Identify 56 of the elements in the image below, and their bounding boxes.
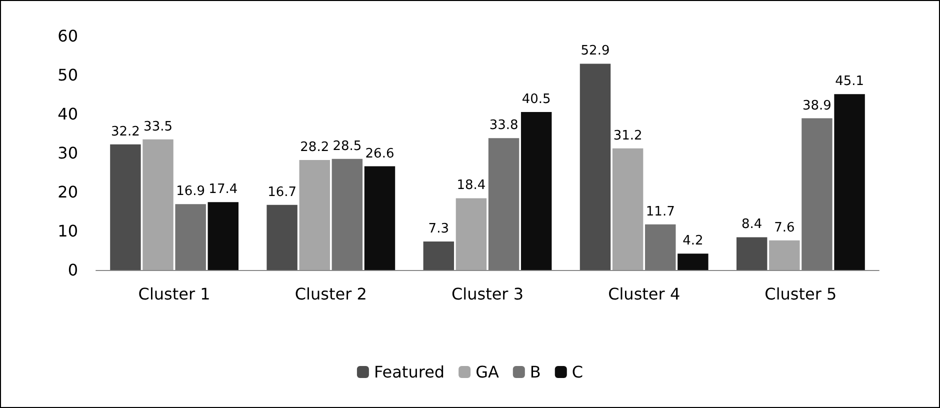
data-label: 32.2 (110, 124, 140, 140)
data-label: 4.2 (682, 234, 704, 249)
bar (678, 254, 708, 270)
data-label: 52.9 (580, 44, 610, 59)
data-label: 7.6 (774, 220, 795, 236)
data-label: 8.4 (742, 217, 762, 232)
bar (736, 237, 768, 270)
bar (423, 242, 454, 270)
bar (175, 204, 206, 270)
legend-label: B (530, 362, 541, 382)
y-tick-label: 50 (58, 66, 78, 84)
bar (520, 112, 552, 270)
y-tick-label: 10 (58, 222, 78, 240)
data-label: 11.7 (646, 204, 675, 220)
bar (364, 166, 396, 270)
x-tick-label: Cluster 4 (608, 284, 680, 304)
bar (299, 160, 330, 270)
data-label: 40.5 (522, 92, 551, 108)
bar (110, 144, 141, 270)
data-label: 16.9 (176, 184, 206, 200)
x-tick-label: Cluster 2 (294, 284, 367, 304)
bar (802, 118, 832, 270)
data-label: 18.4 (456, 178, 486, 194)
bar (488, 138, 520, 270)
x-tick-label: Cluster 3 (451, 284, 524, 304)
y-tick-label: 60 (58, 26, 78, 46)
bar (208, 202, 239, 270)
data-label: 7.3 (428, 222, 449, 237)
bar (456, 198, 487, 270)
legend-label: GA (476, 362, 499, 382)
bar (142, 139, 174, 270)
data-label: 33.8 (489, 118, 518, 134)
y-tick-label: 30 (58, 144, 78, 162)
bar (580, 64, 611, 270)
data-label: 38.9 (802, 98, 832, 114)
bar (612, 148, 644, 270)
y-tick-label: 20 (58, 182, 78, 202)
y-tick-label: 40 (58, 104, 78, 124)
data-label: 17.4 (208, 182, 238, 198)
data-label: 33.5 (144, 119, 172, 134)
bar (266, 204, 298, 270)
bar (332, 158, 363, 270)
legend-label: Featured (374, 362, 445, 382)
bar (645, 224, 676, 270)
data-label: 26.6 (365, 146, 394, 162)
legend-label: C (572, 362, 584, 382)
x-tick-label: Cluster 1 (138, 284, 210, 304)
data-label: 28.5 (332, 138, 362, 154)
bar (834, 94, 865, 270)
data-label: 31.2 (613, 128, 642, 144)
data-label: 16.7 (268, 184, 297, 200)
y-tick-label: 0 (68, 260, 78, 280)
x-tick-label: Cluster 5 (764, 284, 837, 304)
bar (769, 240, 800, 270)
data-label: 45.1 (835, 74, 864, 90)
data-label: 28.2 (300, 140, 330, 156)
